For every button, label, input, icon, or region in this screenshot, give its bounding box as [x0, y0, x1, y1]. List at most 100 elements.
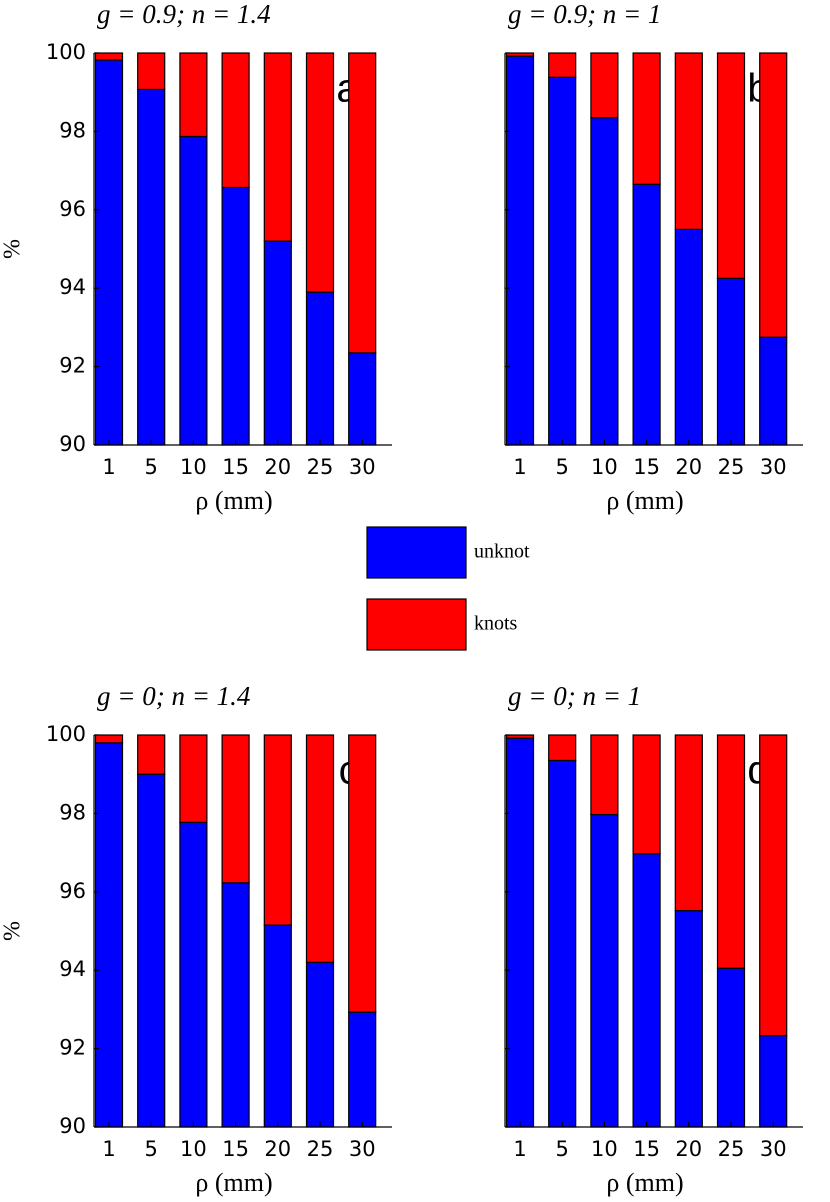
- y-tick-label: 98: [59, 800, 86, 824]
- y-tick-label: 94: [59, 957, 86, 981]
- subplot-title: g = 0; n = 1.4: [97, 681, 250, 711]
- y-tick-label: 96: [59, 879, 86, 903]
- bar-segment: [548, 76, 577, 446]
- bar-segment: [305, 291, 335, 446]
- x-tick-label: 30: [349, 1137, 376, 1161]
- y-tick-label: 92: [59, 354, 86, 378]
- x-axis-label: ρ (mm): [195, 486, 272, 515]
- x-tick-label: 30: [760, 1137, 787, 1161]
- bar-segment: [263, 734, 292, 926]
- bar-segment: [759, 336, 788, 446]
- bar-segment: [179, 135, 208, 446]
- x-tick-label: 15: [222, 1137, 249, 1161]
- x-tick-label: 15: [633, 1137, 660, 1161]
- x-tick-label: 5: [556, 455, 569, 479]
- y-axis-label: %: [0, 239, 26, 259]
- bar-segment: [674, 52, 703, 230]
- x-tick-label: 20: [264, 455, 291, 479]
- bar-segment: [716, 52, 746, 279]
- bar-segment: [505, 52, 535, 57]
- x-tick-label: 30: [349, 455, 376, 479]
- bar-segment: [590, 813, 619, 1128]
- x-tick-label: 15: [633, 455, 660, 479]
- bar-segment: [305, 734, 335, 963]
- y-tick-label: 98: [59, 118, 86, 142]
- bar-segment: [590, 734, 619, 816]
- x-tick-label: 30: [760, 455, 787, 479]
- x-axis-label: ρ (mm): [606, 486, 683, 515]
- bar-segment: [221, 52, 250, 189]
- bar-segment: [94, 52, 124, 61]
- bar-segment: [94, 734, 124, 744]
- x-tick-label: 1: [102, 1137, 115, 1161]
- y-tick-label: 100: [46, 722, 86, 746]
- x-tick-label: 1: [513, 1137, 526, 1161]
- x-tick-label: 15: [222, 455, 249, 479]
- bar-segment: [179, 52, 208, 138]
- bar-segment: [348, 352, 377, 446]
- bar-segment: [94, 59, 124, 446]
- x-tick-label: 10: [591, 1137, 618, 1161]
- bar-segment: [137, 52, 166, 91]
- x-tick-label: 25: [307, 1137, 334, 1161]
- x-tick-label: 5: [145, 1137, 158, 1161]
- bar-segment: [505, 734, 535, 739]
- legend: unknot knots: [366, 526, 530, 651]
- bar-segment: [505, 737, 535, 1128]
- y-tick-label: 94: [59, 275, 86, 299]
- y-tick-label: 96: [59, 197, 86, 221]
- bar-segment: [632, 853, 661, 1128]
- bar-segment: [221, 186, 250, 446]
- bar-segment: [94, 742, 124, 1128]
- legend-label: knots: [474, 613, 518, 635]
- bar-segment: [505, 55, 535, 446]
- x-tick-label: 25: [718, 455, 745, 479]
- x-tick-label: 5: [145, 455, 158, 479]
- y-tick-label: 90: [59, 1114, 86, 1138]
- bar-segment: [263, 52, 292, 242]
- bar-segment: [716, 967, 746, 1128]
- bar-segment: [137, 734, 166, 775]
- bar-segment: [137, 88, 166, 446]
- bar-segment: [759, 52, 788, 338]
- x-axis-label: ρ (mm): [195, 1168, 272, 1197]
- bar-segment: [716, 277, 746, 446]
- bar-segment: [263, 240, 292, 446]
- x-tick-label: 25: [307, 455, 334, 479]
- y-axis-label: %: [0, 921, 26, 941]
- x-tick-label: 20: [675, 1137, 702, 1161]
- bar-segment: [263, 924, 292, 1128]
- bar-segment: [548, 52, 577, 78]
- bar-segment: [221, 734, 250, 884]
- x-tick-label: 10: [180, 1137, 207, 1161]
- y-tick-label: 92: [59, 1036, 86, 1060]
- x-tick-label: 25: [718, 1137, 745, 1161]
- bar-segment: [590, 117, 619, 446]
- x-tick-label: 10: [591, 455, 618, 479]
- x-axis-label: ρ (mm): [606, 1168, 683, 1197]
- x-tick-label: 1: [513, 455, 526, 479]
- bar-segment: [548, 759, 577, 1128]
- bar-segment: [348, 734, 377, 1013]
- subplot-title: g = 0; n = 1: [508, 681, 641, 711]
- bar-segment: [759, 1035, 788, 1128]
- legend-label: unknot: [474, 541, 530, 563]
- subplot-title: g = 0.9; n = 1: [508, 0, 661, 29]
- x-tick-label: 10: [180, 455, 207, 479]
- bar-segment: [548, 734, 577, 762]
- subplot: g = 0; n = 1.4c)151015202530909294969810…: [0, 681, 392, 1197]
- bar-segment: [674, 910, 703, 1128]
- subplot: g = 0.9; n = 1.4a)1510152025309092949698…: [0, 0, 392, 515]
- bar-segment: [590, 52, 619, 119]
- legend-swatch: [366, 598, 467, 651]
- bar-segment: [632, 734, 661, 855]
- bar-segment: [674, 228, 703, 446]
- bar-segment: [632, 52, 661, 185]
- y-tick-label: 100: [46, 40, 86, 64]
- x-tick-label: 1: [102, 455, 115, 479]
- bar-segment: [179, 821, 208, 1128]
- bar-segment: [674, 734, 703, 912]
